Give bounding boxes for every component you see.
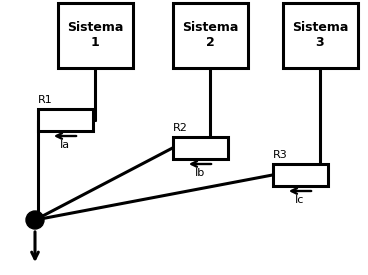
Bar xyxy=(272,164,328,186)
Text: Sistema
2: Sistema 2 xyxy=(182,21,238,49)
Text: Sistema
1: Sistema 1 xyxy=(67,21,123,49)
Text: R1: R1 xyxy=(38,95,52,105)
Bar xyxy=(57,2,132,67)
Bar xyxy=(173,2,248,67)
Bar xyxy=(38,109,92,131)
Text: Sistema
3: Sistema 3 xyxy=(292,21,348,49)
Circle shape xyxy=(26,211,44,229)
Bar xyxy=(283,2,357,67)
Text: Ib: Ib xyxy=(195,168,205,178)
Bar xyxy=(173,137,227,159)
Text: Ic: Ic xyxy=(295,195,305,205)
Text: R3: R3 xyxy=(272,150,287,160)
Text: Ia: Ia xyxy=(60,140,70,150)
Text: R2: R2 xyxy=(173,123,187,133)
